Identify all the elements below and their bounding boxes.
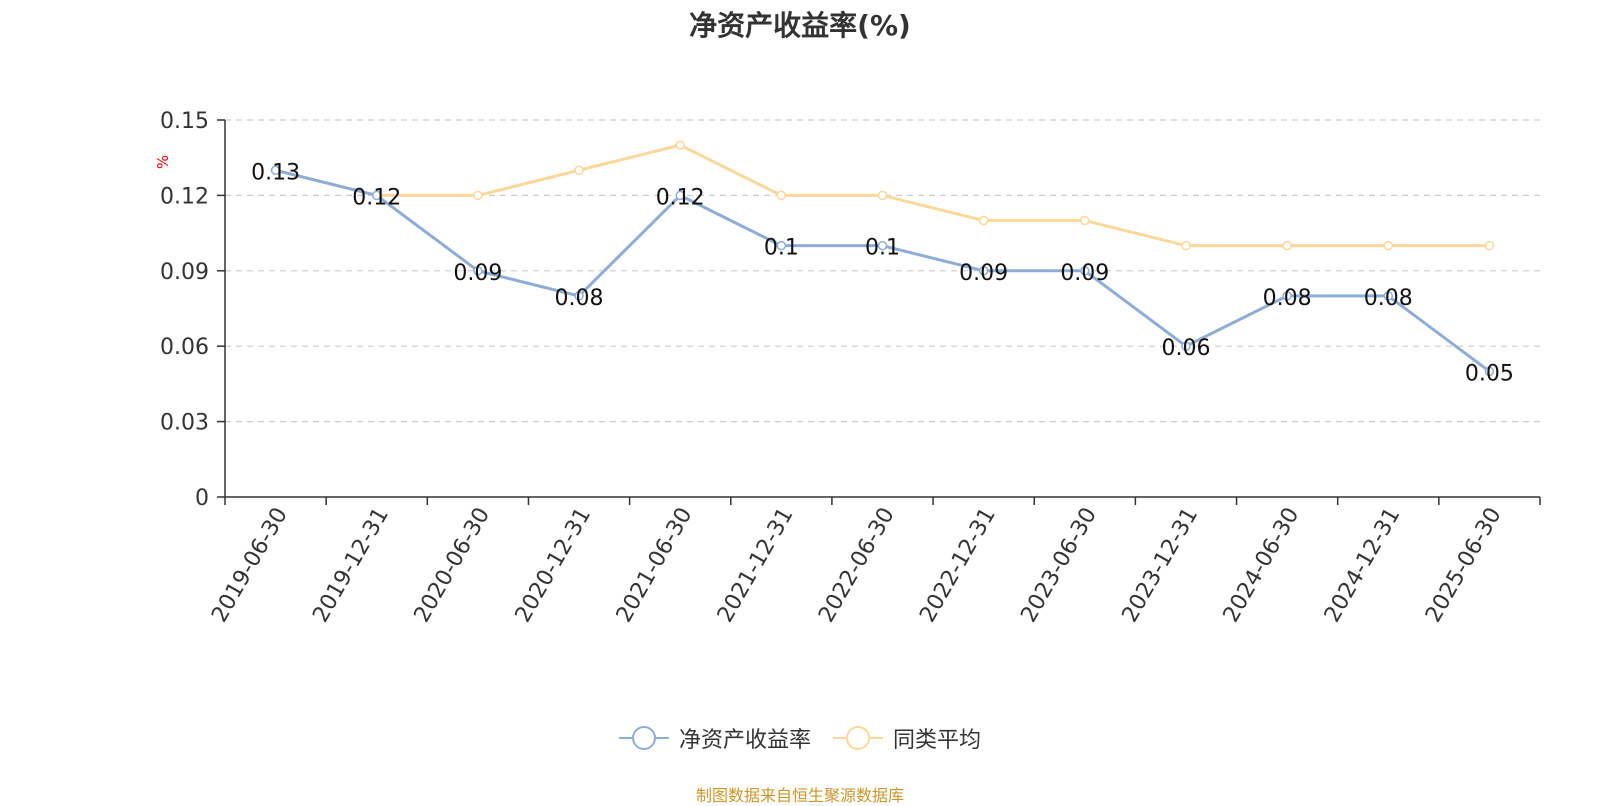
line-chart: 0 0.03 0.06 0.09 0.12 0.15% 2019-06-30 2019-12-… <box>154 109 1541 627</box>
data-point-main <box>270 165 281 176</box>
data-point-main <box>776 240 787 251</box>
x-tick-label: 2020-12-31 <box>511 504 597 627</box>
source-footer: 制图数据来自恒生聚源数据库 <box>695 786 904 805</box>
x-tick-label: 2024-12-31 <box>1320 504 1406 627</box>
legend-line-circle-icon <box>618 726 669 750</box>
x-tick-label: 2020-06-30 <box>410 504 496 627</box>
y-tick-label: 0 <box>195 486 209 511</box>
data-label: 0.12 <box>352 185 401 210</box>
data-point-avg <box>1282 240 1292 251</box>
data-label: 0.06 <box>1161 336 1210 361</box>
x-tick-label: 2019-12-31 <box>308 504 394 627</box>
data-label: 0.05 <box>1465 361 1514 386</box>
x-tick-label: 2021-12-31 <box>713 504 799 627</box>
x-tick-label: 2023-12-31 <box>1118 504 1204 627</box>
data-point-main <box>877 240 888 251</box>
legend-item-avg[interactable]: 同类平均 <box>833 722 981 754</box>
y-tick-label: 0.03 <box>160 411 209 436</box>
grid-lines <box>225 119 1540 423</box>
data-label: 0.08 <box>1263 286 1312 311</box>
x-tick-label: 2022-12-31 <box>915 504 1001 627</box>
legend-label-avg: 同类平均 <box>893 728 982 753</box>
x-tick-label: 2023-06-30 <box>1016 504 1102 627</box>
legend-item-main[interactable]: 净资产收益率 <box>618 722 811 754</box>
data-point-main <box>1080 266 1090 276</box>
data-point-main <box>675 190 685 201</box>
data-point-avg <box>978 215 989 226</box>
y-tick-label: 0.06 <box>160 335 209 360</box>
data-point-main <box>1282 291 1292 301</box>
data-point-main <box>978 266 989 276</box>
y-axis-unit: % <box>154 155 172 169</box>
x-tick-label: 2021-06-30 <box>612 504 698 627</box>
data-point-main <box>1181 341 1191 351</box>
data-point-avg <box>1484 240 1495 251</box>
y-tick-label: 0.15 <box>160 109 209 134</box>
chart-title: 净资产收益率(%) <box>689 9 911 42</box>
data-point-avg <box>473 190 483 201</box>
data-label: 0.09 <box>959 261 1008 286</box>
data-label: 0.1 <box>865 236 900 261</box>
x-tick-label: 2022-06-30 <box>814 504 900 627</box>
data-label: 0.13 <box>251 160 300 185</box>
legend-label-main: 净资产收益率 <box>678 728 811 753</box>
y-tick-label: 0.12 <box>160 184 209 209</box>
y-tick-label: 0.09 <box>160 260 209 285</box>
x-tick-label: 2025-06-30 <box>1421 504 1507 627</box>
data-point-avg <box>1383 240 1394 251</box>
data-point-main <box>1383 291 1394 301</box>
data-label: 0.1 <box>764 236 799 261</box>
data-point-avg <box>1080 215 1090 226</box>
data-point-main <box>574 291 584 301</box>
legend: 净资产收益率 同类平均 <box>0 722 1600 754</box>
legend-line-circle-icon <box>833 726 883 750</box>
data-label: 0.08 <box>1364 286 1413 311</box>
data-point-avg <box>776 190 787 201</box>
data-point-main <box>371 190 382 201</box>
data-label: 0.12 <box>656 185 705 210</box>
data-label: 0.08 <box>555 286 604 311</box>
data-label: 0.09 <box>1060 261 1109 286</box>
data-point-avg <box>574 165 584 176</box>
data-labels: 0.13 0.12 0.09 0.08 0.12 0.1 0.1 0.09 0.09 0.06 0.… <box>251 160 1514 386</box>
data-point-avg <box>877 190 888 201</box>
data-point-avg <box>675 140 685 150</box>
x-tick-label: 2024-06-30 <box>1219 504 1305 627</box>
series-lines <box>270 140 1495 377</box>
data-point-main <box>473 266 483 276</box>
x-tick-label: 2019-06-30 <box>207 504 293 627</box>
data-point-avg <box>1181 240 1191 251</box>
data-label: 0.09 <box>453 261 502 286</box>
data-point-main <box>1484 366 1495 377</box>
